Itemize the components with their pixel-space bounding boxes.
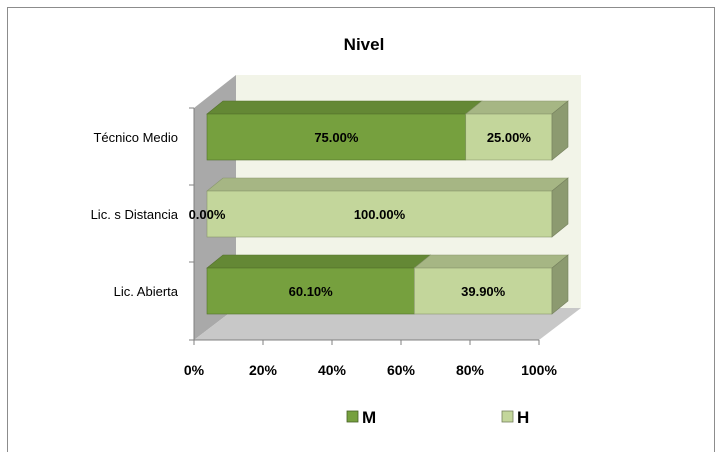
x-tick-label: 0%	[184, 362, 205, 378]
chart-floor	[194, 308, 581, 340]
bar-segment-top	[413, 254, 569, 269]
bar-segment-top	[464, 100, 569, 115]
bar-segment-H	[465, 113, 553, 161]
x-tick-label: 20%	[249, 362, 278, 378]
x-tick-label: 40%	[318, 362, 347, 378]
category-label: Lic. Abierta	[114, 284, 179, 299]
bar-end-face	[551, 177, 569, 238]
x-tick-label: 60%	[387, 362, 416, 378]
bar-segment-M	[206, 267, 415, 315]
x-axis-ticks: 0% 20% 40% 60% 80% 100%	[184, 107, 557, 378]
legend-label: H	[517, 408, 529, 427]
bar-segment-H	[206, 190, 553, 238]
bar-segment-top	[206, 100, 483, 115]
x-tick-label: 80%	[456, 362, 485, 378]
category-label: Lic. s Distancia	[91, 207, 179, 222]
bar-segment-M	[206, 113, 467, 161]
data-label: 75.00%	[314, 130, 359, 145]
legend-label: M	[362, 408, 376, 427]
bar-end-face	[551, 100, 569, 161]
data-label: 0.00%	[189, 207, 226, 222]
bar-end-face	[551, 254, 569, 315]
bar-segment-top	[206, 254, 432, 269]
legend-swatch	[346, 410, 359, 423]
data-label: 25.00%	[487, 130, 532, 145]
data-label: 39.90%	[461, 284, 506, 299]
legend-swatch	[501, 410, 514, 423]
x-tick-label: 100%	[521, 362, 557, 378]
bar-segment-H	[414, 267, 553, 315]
bar-segment-top	[206, 177, 569, 192]
chart-title: Nivel	[344, 35, 385, 54]
data-label: 100.00%	[354, 207, 406, 222]
chart-bars: Técnico Medio 75.00% 25.00% Lic. s Distanci…	[91, 100, 569, 315]
category-label: Técnico Medio	[93, 130, 178, 145]
data-label: 60.10%	[289, 284, 334, 299]
